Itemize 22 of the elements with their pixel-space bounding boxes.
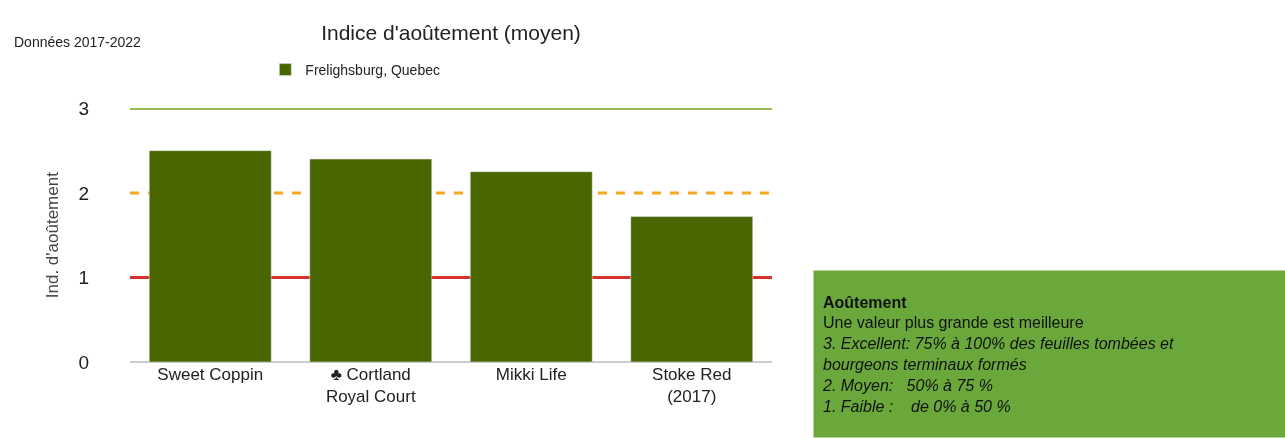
y-tick-label: 3 <box>78 98 89 119</box>
x-tick-label: ♣ Cortland Royal Court <box>325 365 416 407</box>
y-tick-label: 1 <box>78 267 89 289</box>
text: Données 2017-2022 <box>14 34 142 50</box>
bar <box>149 150 272 362</box>
legend-label: Frelighsburg, Quebec <box>305 62 440 79</box>
y-axis-title: Ind. d'aoûtement <box>42 171 62 299</box>
x-tick-label: Sweet Coppin <box>157 365 264 384</box>
text: 1. Faible : de 0% à 50 % <box>823 397 1011 415</box>
text: 2. Moyen: 50% à 75 % <box>822 376 993 394</box>
text: Une valeur plus grande est meilleure <box>823 314 1084 332</box>
x-tick-label: Mikki Life <box>495 365 567 384</box>
bar <box>470 171 593 362</box>
bar <box>309 158 432 362</box>
bar <box>630 216 753 362</box>
chart-title: Indice d'aoûtement (moyen) <box>321 21 581 45</box>
text: Aoûtement <box>823 293 908 311</box>
y-tick-label: 0 <box>78 351 89 373</box>
x-tick-label: Stoke Red (2017) <box>652 365 732 407</box>
text: 3. Excellent: 75% à 100% des feuilles tombées et <box>823 335 1174 353</box>
text: bourgeons terminaux formés <box>823 355 1027 373</box>
y-tick-label: 2 <box>78 182 89 204</box>
